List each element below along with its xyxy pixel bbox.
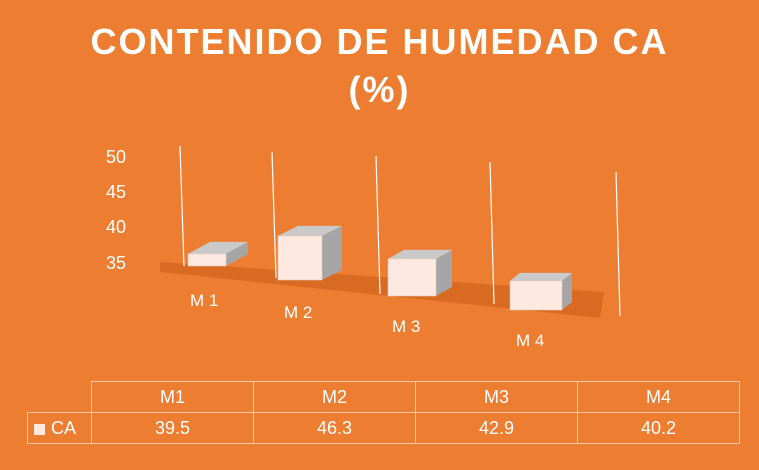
- table-header-m3: M3: [415, 381, 578, 413]
- table-value-m4: 40.2: [577, 412, 740, 444]
- bar: [387, 258, 437, 297]
- x-tick-label: M 3: [392, 317, 420, 336]
- table-header-m2: M2: [253, 381, 416, 413]
- y-tick-label: 40: [106, 217, 126, 237]
- gridline: [615, 171, 621, 317]
- table-value-m1: 39.5: [91, 412, 254, 444]
- table-row: CA 39.5 46.3 42.9 40.2: [27, 412, 740, 444]
- table-value-m2: 46.3: [253, 412, 416, 444]
- bar-side: [322, 225, 342, 280]
- chart-floor: [160, 262, 604, 318]
- table-header-row: M1 M2 M3 M4: [27, 381, 740, 413]
- bar-top: [188, 241, 248, 254]
- chart-plot: 50 45 40 35 M 1 M 2 M 3 M 4: [106, 145, 621, 350]
- bar-top: [510, 272, 572, 281]
- y-tick-label: 50: [106, 147, 126, 167]
- chart-title-line2: (%): [348, 69, 411, 110]
- y-tick-label: 45: [106, 182, 126, 202]
- gridline: [271, 151, 277, 279]
- chart-title: CONTENIDO DE HUMEDAD CA (%): [0, 18, 759, 114]
- bar-side: [226, 241, 248, 266]
- gridline: [375, 155, 381, 295]
- bar-top: [388, 249, 452, 259]
- table-value-m3: 42.9: [415, 412, 578, 444]
- bar-top: [278, 225, 342, 236]
- x-tick-label: M 2: [284, 303, 312, 322]
- legend-label: CA: [51, 417, 77, 438]
- table-header-m4: M4: [577, 381, 740, 413]
- table-corner-cell: [27, 381, 92, 413]
- legend-swatch: [34, 423, 45, 435]
- x-tick-label: M 4: [516, 331, 544, 350]
- bar-side: [562, 272, 572, 310]
- gridline: [179, 145, 185, 267]
- bar: [509, 280, 563, 311]
- bar: [277, 235, 323, 281]
- y-tick-label: 35: [106, 253, 126, 273]
- x-tick-label: M 1: [190, 291, 218, 310]
- chart-title-line1: CONTENIDO DE HUMEDAD CA: [90, 21, 669, 62]
- bar-side: [436, 249, 452, 296]
- legend-entry-ca: CA: [27, 412, 92, 444]
- bar: [187, 253, 227, 267]
- table-header-m1: M1: [91, 381, 254, 413]
- data-table: M1 M2 M3 M4 CA 39.5 46.3 42.9 40.2: [27, 381, 740, 444]
- gridline: [489, 161, 495, 305]
